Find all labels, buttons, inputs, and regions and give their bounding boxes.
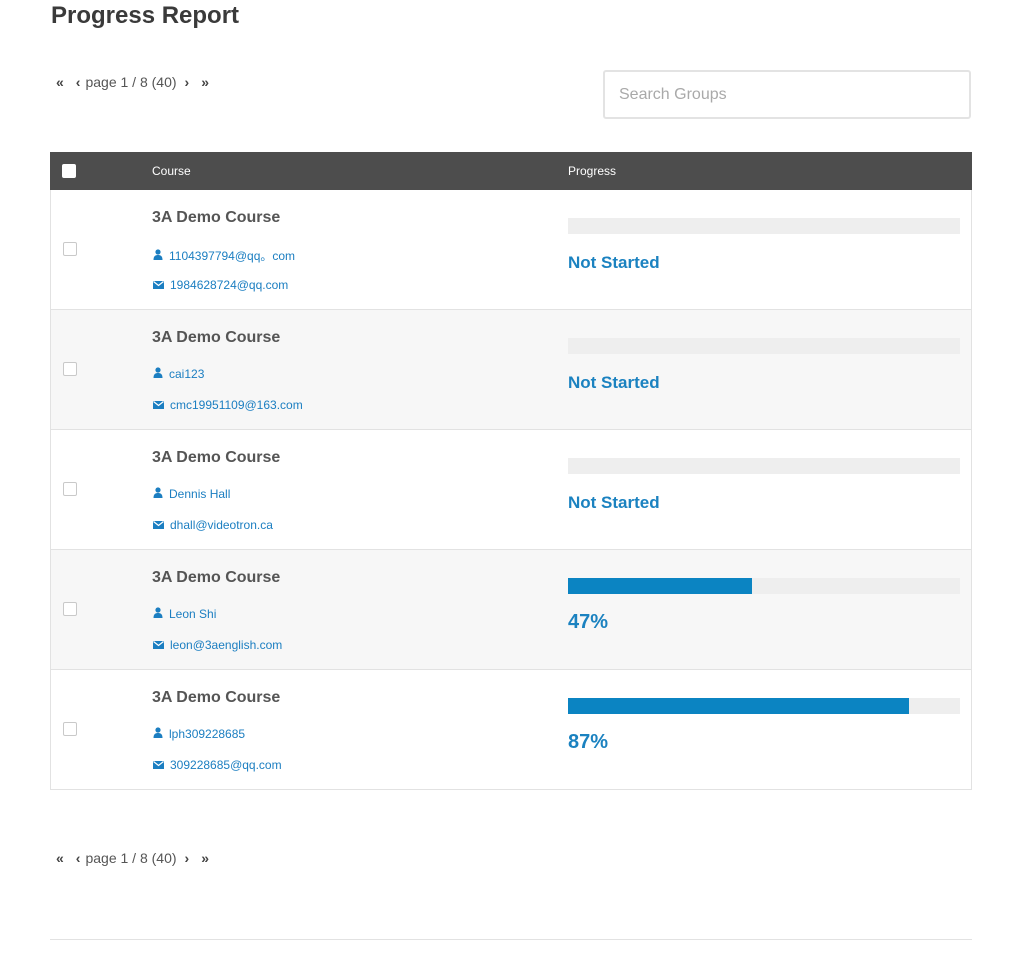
progress-bar (568, 458, 960, 474)
progress-bar (568, 218, 960, 234)
email-line: 1984628724@qq.com (153, 278, 288, 292)
table-header: Course Progress (50, 152, 972, 190)
email-line: dhall@videotron.ca (153, 518, 273, 532)
progress-bar (568, 698, 960, 714)
email-link[interactable]: 309228685@qq.com (170, 758, 282, 772)
user-line: Dennis Hall (153, 487, 230, 501)
progress-bar (568, 338, 960, 354)
last-page-button[interactable]: » (201, 850, 209, 866)
course-name: 3A Demo Course (152, 209, 281, 226)
email-line: cmc19951109@163.com (153, 398, 303, 412)
table-row: 3A Demo Course Leon Shi leon@3aenglish.c… (51, 549, 971, 669)
progress-status: Not Started (568, 253, 660, 272)
user-line: 1104397794@qq。com (153, 247, 295, 264)
prev-page-button[interactable]: ‹ (75, 850, 81, 866)
row-checkbox[interactable] (63, 722, 77, 736)
user-line: Leon Shi (153, 607, 216, 621)
course-name: 3A Demo Course (152, 689, 281, 706)
email-link[interactable]: leon@3aenglish.com (170, 638, 283, 652)
row-checkbox[interactable] (63, 242, 77, 256)
progress-status: 47% (568, 611, 609, 633)
next-page-button[interactable]: › (184, 74, 190, 90)
email-line: 309228685@qq.com (153, 758, 282, 772)
progress-status: 87% (568, 731, 609, 753)
progress-status: Not Started (568, 373, 660, 392)
progress-table: Course Progress 3A Demo Course 110439779… (50, 152, 972, 790)
first-page-button[interactable]: « (56, 850, 64, 866)
email-link[interactable]: 1984628724@qq.com (170, 278, 289, 292)
user-link[interactable]: cai123 (169, 367, 205, 381)
select-all-checkbox[interactable] (62, 164, 76, 178)
row-checkbox[interactable] (63, 362, 77, 376)
first-page-button[interactable]: « (56, 74, 64, 90)
envelope-icon (153, 278, 164, 292)
envelope-icon (153, 758, 164, 772)
user-link[interactable]: Dennis Hall (169, 487, 231, 501)
envelope-icon (153, 638, 164, 652)
email-link[interactable]: dhall@videotron.ca (170, 518, 273, 532)
user-icon (153, 248, 163, 263)
user-icon (153, 487, 163, 501)
table-row: 3A Demo Course 1104397794@qq。com 1984628… (51, 190, 971, 309)
column-header-course: Course (152, 164, 191, 178)
row-checkbox[interactable] (63, 482, 77, 496)
page-indicator: page 1 / 8 (40) (85, 850, 177, 866)
pagination-bottom: « ‹ page 1 / 8 (40) › » (56, 850, 209, 866)
next-page-button[interactable]: › (184, 850, 190, 866)
pagination-top: « ‹ page 1 / 8 (40) › » (56, 74, 209, 90)
email-link[interactable]: cmc19951109@163.com (170, 398, 303, 412)
footer-divider (50, 939, 972, 940)
table-row: 3A Demo Course cai123 cmc19951109@163.co… (51, 309, 971, 429)
table-body: 3A Demo Course 1104397794@qq。com 1984628… (51, 190, 971, 789)
progress-status: Not Started (568, 493, 660, 512)
course-name: 3A Demo Course (152, 449, 281, 466)
progress-bar (568, 578, 960, 594)
page-title: Progress Report (51, 2, 240, 29)
search-groups-input[interactable] (603, 70, 971, 119)
user-link[interactable]: Leon Shi (169, 607, 217, 621)
column-header-progress: Progress (568, 164, 617, 178)
progress-bar-fill (568, 698, 910, 714)
user-icon (153, 727, 163, 741)
user-line: lph309228685 (153, 727, 245, 741)
page-indicator: page 1 / 8 (40) (85, 74, 177, 90)
table-row: 3A Demo Course Dennis Hall dhall@videotr… (51, 429, 971, 549)
course-name: 3A Demo Course (152, 329, 281, 346)
table-row: 3A Demo Course lph309228685 309228685@qq… (51, 669, 971, 789)
user-icon (153, 607, 163, 621)
envelope-icon (153, 518, 164, 532)
row-checkbox[interactable] (63, 602, 77, 616)
course-name: 3A Demo Course (152, 569, 281, 586)
email-line: leon@3aenglish.com (153, 638, 282, 652)
prev-page-button[interactable]: ‹ (75, 74, 81, 90)
last-page-button[interactable]: » (201, 74, 209, 90)
progress-bar-fill (568, 578, 753, 594)
user-link[interactable]: lph309228685 (169, 727, 246, 741)
envelope-icon (153, 398, 164, 412)
user-link[interactable]: 1104397794@qq。com (169, 249, 296, 263)
user-line: cai123 (153, 367, 204, 381)
user-icon (153, 367, 163, 381)
